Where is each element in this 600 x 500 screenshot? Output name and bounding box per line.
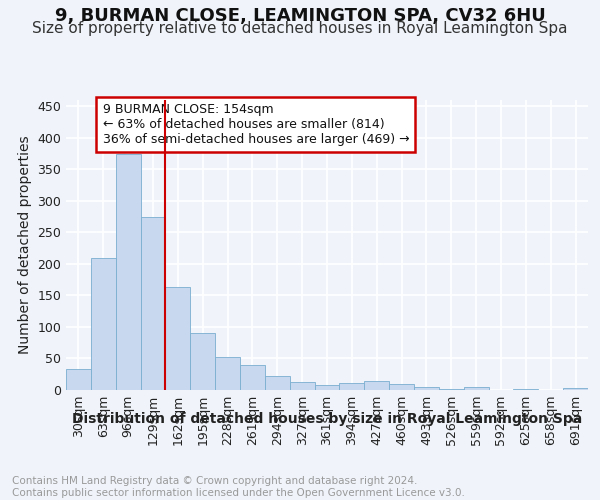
Bar: [464, 388, 488, 390]
Text: 9 BURMAN CLOSE: 154sqm
← 63% of detached houses are smaller (814)
36% of semi-de: 9 BURMAN CLOSE: 154sqm ← 63% of detached…: [103, 103, 409, 146]
Text: Distribution of detached houses by size in Royal Leamington Spa: Distribution of detached houses by size …: [72, 412, 582, 426]
Bar: [66, 369, 91, 390]
Bar: [290, 382, 314, 390]
Bar: [265, 376, 290, 390]
Bar: [314, 385, 340, 390]
Bar: [116, 154, 140, 390]
Bar: [340, 383, 364, 390]
Bar: [364, 380, 389, 390]
Y-axis label: Number of detached properties: Number of detached properties: [18, 136, 32, 354]
Bar: [240, 366, 265, 390]
Bar: [91, 258, 116, 390]
Bar: [190, 334, 215, 390]
Bar: [389, 384, 414, 390]
Bar: [215, 357, 240, 390]
Bar: [563, 388, 588, 390]
Text: Size of property relative to detached houses in Royal Leamington Spa: Size of property relative to detached ho…: [32, 21, 568, 36]
Bar: [414, 388, 439, 390]
Bar: [140, 216, 166, 390]
Text: 9, BURMAN CLOSE, LEAMINGTON SPA, CV32 6HU: 9, BURMAN CLOSE, LEAMINGTON SPA, CV32 6H…: [55, 8, 545, 26]
Text: Contains HM Land Registry data © Crown copyright and database right 2024.
Contai: Contains HM Land Registry data © Crown c…: [12, 476, 465, 498]
Bar: [166, 287, 190, 390]
